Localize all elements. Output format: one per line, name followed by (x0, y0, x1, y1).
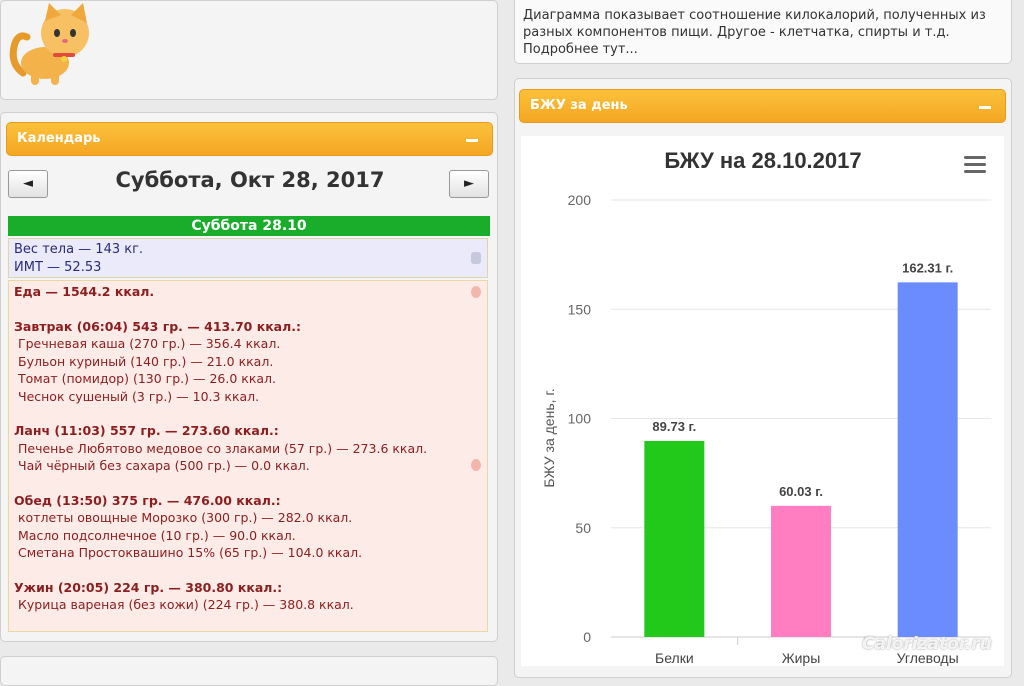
bar[interactable] (771, 505, 831, 637)
calendar-date-title: Суббота, Окт 28, 2017 (115, 168, 385, 192)
weight-box: Вес тела — 143 кг. ИМТ — 52.53 (8, 238, 488, 278)
prev-day-button[interactable]: ◄ (8, 170, 48, 198)
y-tick-label: 200 (568, 192, 592, 208)
hamburger-menu-icon[interactable] (964, 156, 986, 173)
x-tick-label: Белки (655, 650, 694, 666)
meal-item: Чеснок сушеный (3 гр.) — 10.3 ккал. (18, 388, 260, 404)
bar[interactable] (897, 282, 958, 637)
meal-item: Курица вареная (без кожи) (224 гр.) — 38… (18, 597, 354, 612)
meal-title: Ланч (11:03) 557 гр. — 273.60 ккал.: (14, 423, 279, 438)
meal-item: Бульон куриный (140 гр.) — 21.0 ккал. (18, 353, 274, 369)
calendar-header-label: Календарь (17, 131, 101, 146)
x-tick-label: Жиры (782, 650, 821, 666)
watermark: Calorizator.ru (862, 634, 992, 654)
calendar-header[interactable]: Календарь (6, 122, 493, 156)
next-day-button[interactable]: ► (449, 170, 489, 198)
y-tick-label: 150 (568, 301, 592, 317)
y-tick-label: 100 (568, 411, 592, 427)
bju-header-label: БЖУ за день (530, 98, 628, 113)
meal-item: Масло подсолнечное (10 гр.) — 90.0 ккал. (18, 527, 296, 543)
data-label: 162.31 г. (902, 260, 953, 275)
mascot-panel (0, 0, 498, 100)
apple-icon[interactable] (471, 459, 481, 471)
info-text: Диаграмма показывает соотношение килокал… (523, 8, 986, 57)
meal-title: Ужин (20:05) 224 гр. — 380.80 ккал.: (14, 579, 283, 595)
y-tick-label: 0 (583, 629, 591, 645)
food-total: Еда — 1544.2 ккал. (14, 284, 155, 299)
chart-y-axis-label: БЖУ за день, г. (541, 388, 557, 487)
info-panel: Диаграмма показывает соотношение килокал… (514, 0, 1012, 64)
bottom-panel (0, 656, 498, 686)
day-header[interactable]: Суббота 28.10 (8, 216, 490, 236)
meal-title: Обед (13:50) 375 гр. — 476.00 ккал.: (14, 492, 281, 508)
apple-icon[interactable] (471, 286, 481, 298)
bju-chart-svg: БЖУ на 28.10.2017 БЖУ за день, г. 0 50 100… (541, 148, 991, 666)
food-box: Еда — 1544.2 ккал. Завтрак (06:04) 543 г… (8, 280, 488, 632)
meal-item: котлеты овощные Морозко (300 гр.) — 282.… (18, 510, 353, 525)
bju-chart: БЖУ на 28.10.2017 БЖУ за день, г. 0 50 100… (521, 136, 1004, 666)
meal-item: Гречневая каша (270 гр.) — 356.4 ккал. (18, 336, 281, 351)
meal-title: Завтрак (06:04) 543 гр. — 413.70 ккал.: (14, 318, 302, 334)
weight-text: Вес тела — 143 кг. (14, 242, 144, 257)
data-label: 89.73 г. (652, 419, 696, 434)
data-label: 60.03 г. (779, 484, 823, 499)
collapse-minus-icon[interactable] (979, 106, 991, 109)
meal-item: Сметана Простоквашино 15% (65 гр.) — 104… (18, 545, 363, 560)
meal-item: Чай чёрный без сахара (500 гр.) — 0.0 кк… (18, 458, 310, 473)
x-tick-label: Углеводы (897, 650, 959, 666)
bmi-text: ИМТ — 52.53 (14, 260, 102, 275)
cat-mascot-icon (9, 3, 89, 85)
meal-item: Печенье Любятово медовое со злаками (57 … (18, 440, 428, 456)
bju-header[interactable]: БЖУ за день (519, 89, 1006, 123)
y-tick-label: 50 (575, 520, 591, 536)
collapse-minus-icon[interactable] (466, 139, 478, 142)
meal-item: Томат (помидор) (130 гр.) — 26.0 ккал. (18, 371, 276, 386)
bar[interactable] (644, 440, 705, 637)
chart-title: БЖУ на 28.10.2017 (664, 148, 861, 173)
weight-scale-icon[interactable] (471, 252, 481, 264)
